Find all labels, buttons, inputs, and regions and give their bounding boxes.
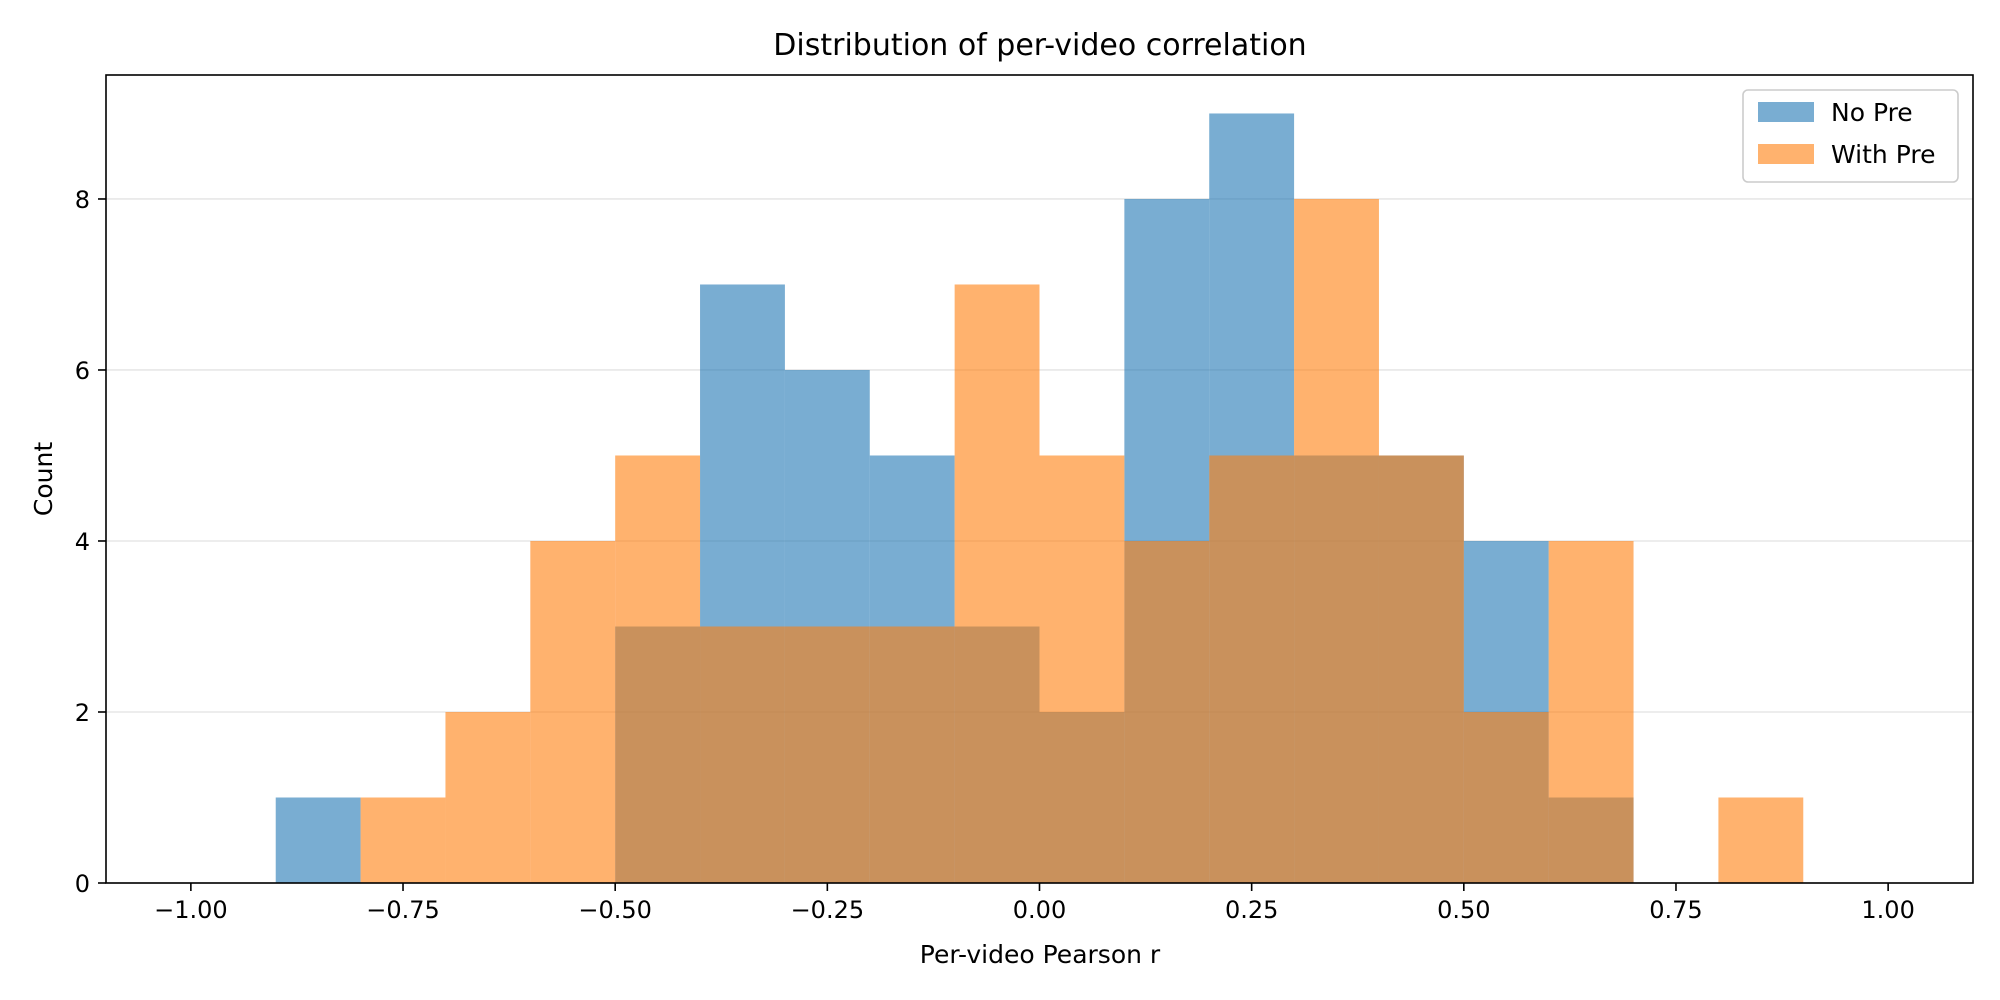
x-tick-label: 0.00 [1013,896,1066,924]
bar-series-1 [360,797,446,883]
bar-series-1 [1039,455,1125,883]
chart-title: Distribution of per-video correlation [773,28,1306,63]
x-axis-label: Per-video Pearson r [920,940,1161,969]
legend-swatch [1758,144,1814,164]
x-tick-label: 0.50 [1437,896,1490,924]
bar-series-1 [1209,455,1295,883]
legend-label: With Pre [1831,140,1935,169]
legend: No Pre With Pre [1742,89,1959,183]
legend-label: No Pre [1831,98,1913,127]
x-tick-label: −1.00 [154,896,228,924]
bar-series-0 [275,797,361,883]
bar-series-1 [784,626,870,883]
y-tick-label: 2 [75,699,90,727]
y-tick-label: 6 [75,357,90,385]
bar-series-1 [1718,797,1804,883]
bar-series-1 [954,284,1040,884]
bar-series-1 [1294,198,1379,884]
bar-series-1 [1378,455,1464,883]
y-tick-label: 0 [75,870,90,898]
histogram-bars [275,113,1804,884]
bar-series-1 [530,540,616,883]
bar-series-1 [445,711,531,883]
legend-swatch [1758,102,1814,122]
bar-series-1 [869,626,955,883]
x-tick-label: −0.50 [578,896,652,924]
bar-series-1 [700,626,785,883]
y-tick-label: 4 [75,528,90,556]
x-tick-label: 1.00 [1861,896,1914,924]
bar-series-1 [615,455,701,883]
bar-series-1 [1548,540,1634,883]
y-axis-ticks: 0 2 4 6 8 [75,186,106,898]
x-axis-ticks: −1.00 −0.75 −0.50 −0.25 0.00 0.25 0.50 0.75 1.00 [154,883,1915,924]
x-tick-label: 0.75 [1649,896,1702,924]
y-axis-label: Count [29,442,58,516]
bar-series-1 [1124,540,1210,883]
x-tick-label: −0.75 [366,896,440,924]
bar-series-1 [1463,711,1549,883]
x-tick-label: −0.25 [791,896,865,924]
y-tick-label: 8 [75,186,90,214]
x-tick-label: 0.25 [1225,896,1278,924]
